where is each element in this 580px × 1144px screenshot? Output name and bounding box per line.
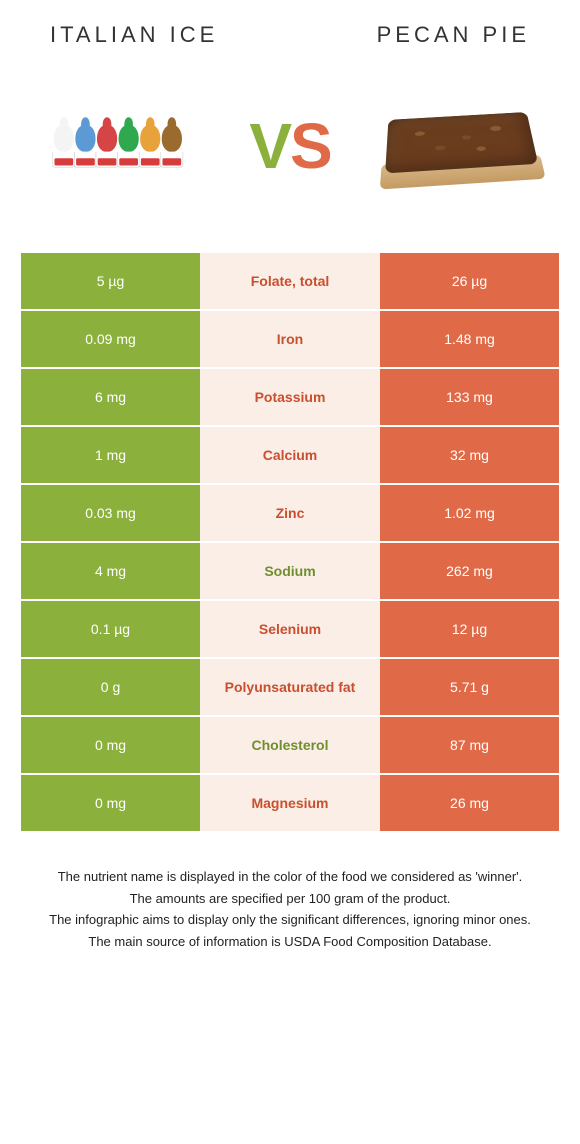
left-value: 0.09 mg (21, 311, 200, 367)
left-value: 4 mg (21, 543, 200, 599)
header: Italian ice Pecan pie (0, 0, 580, 58)
left-value: 6 mg (21, 369, 200, 425)
left-value: 0.03 mg (21, 485, 200, 541)
nutrient-label: Potassium (200, 369, 380, 425)
table-row: 5 µgFolate, total26 µg (21, 253, 559, 309)
footnote-line: The nutrient name is displayed in the co… (26, 867, 554, 887)
table-row: 0 mgMagnesium26 mg (21, 775, 559, 831)
title-right: Pecan pie (377, 22, 530, 48)
table-row: 0 gPolyunsaturated fat5.71 g (21, 659, 559, 715)
right-value: 262 mg (380, 543, 559, 599)
nutrient-label: Calcium (200, 427, 380, 483)
vs-v: V (249, 110, 290, 182)
left-value: 5 µg (21, 253, 200, 309)
footnote-line: The amounts are specified per 100 gram o… (26, 889, 554, 909)
nutrient-label: Sodium (200, 543, 380, 599)
left-value: 0 mg (21, 775, 200, 831)
italian-ice-image (30, 86, 210, 206)
table-row: 0.1 µgSelenium12 µg (21, 601, 559, 657)
right-value: 1.48 mg (380, 311, 559, 367)
footnotes: The nutrient name is displayed in the co… (0, 833, 580, 951)
right-value: 12 µg (380, 601, 559, 657)
vs-label: VS (249, 109, 330, 183)
vs-s: S (290, 110, 331, 182)
right-value: 1.02 mg (380, 485, 559, 541)
nutrient-label: Magnesium (200, 775, 380, 831)
left-value: 0.1 µg (21, 601, 200, 657)
left-value: 0 g (21, 659, 200, 715)
nutrient-label: Cholesterol (200, 717, 380, 773)
right-value: 133 mg (380, 369, 559, 425)
right-value: 26 mg (380, 775, 559, 831)
table-row: 6 mgPotassium133 mg (21, 369, 559, 425)
right-value: 26 µg (380, 253, 559, 309)
nutrient-label: Zinc (200, 485, 380, 541)
table-row: 0.09 mgIron1.48 mg (21, 311, 559, 367)
nutrient-label: Iron (200, 311, 380, 367)
right-value: 87 mg (380, 717, 559, 773)
right-value: 32 mg (380, 427, 559, 483)
table-row: 4 mgSodium262 mg (21, 543, 559, 599)
title-left: Italian ice (50, 22, 218, 48)
hero: VS (0, 58, 580, 253)
nutrient-label: Folate, total (200, 253, 380, 309)
table-row: 1 mgCalcium32 mg (21, 427, 559, 483)
table-row: 0.03 mgZinc1.02 mg (21, 485, 559, 541)
left-value: 0 mg (21, 717, 200, 773)
left-value: 1 mg (21, 427, 200, 483)
right-value: 5.71 g (380, 659, 559, 715)
comparison-table: 5 µgFolate, total26 µg0.09 mgIron1.48 mg… (21, 253, 559, 831)
nutrient-label: Selenium (200, 601, 380, 657)
nutrient-label: Polyunsaturated fat (200, 659, 380, 715)
table-row: 0 mgCholesterol87 mg (21, 717, 559, 773)
pecan-pie-image (370, 86, 550, 206)
footnote-line: The infographic aims to display only the… (26, 910, 554, 930)
footnote-line: The main source of information is USDA F… (26, 932, 554, 952)
